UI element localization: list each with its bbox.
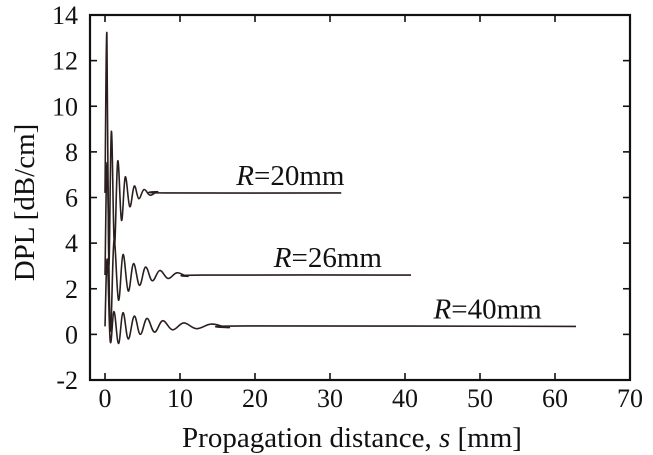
- x-tick-label: 50: [467, 384, 493, 413]
- y-tick-label: 12: [52, 47, 78, 76]
- x-tick-label: 0: [99, 384, 112, 413]
- y-tick-label: -2: [56, 366, 78, 395]
- y-axis-title: DPL [dB/cm]: [9, 124, 41, 282]
- series-label-3: R=40mm: [433, 293, 543, 325]
- series-label-var: R: [235, 160, 254, 192]
- series-lines: [104, 32, 577, 345]
- series-label-var: R: [273, 242, 292, 274]
- y-tick-label: 14: [52, 1, 78, 30]
- y-tick-label: 4: [65, 229, 78, 258]
- series-line-3: [104, 258, 577, 345]
- series-label-text: =40mm: [451, 293, 542, 325]
- x-axis-title-text: Propagation distance,: [182, 422, 432, 454]
- x-axis-title: Propagation distance, s [mm]: [182, 422, 522, 454]
- series-label-2: R=26mm: [273, 242, 383, 274]
- x-tick-label: 40: [392, 384, 418, 413]
- y-tick-label: 2: [65, 275, 78, 304]
- series-label-var: R: [433, 293, 452, 325]
- series-label-1: R=20mm: [235, 160, 345, 192]
- axis-ticks: [90, 14, 631, 381]
- x-tick-label: 20: [242, 384, 268, 413]
- tick-labels: 0 10 20 30 40 50 60 70 -2 0 2 4 6 8 10 12 14: [52, 1, 643, 413]
- x-tick-label: 70: [617, 384, 643, 413]
- x-axis-title-unit: [mm]: [458, 422, 522, 454]
- y-tick-label: 10: [52, 92, 78, 121]
- x-tick-label: 30: [317, 384, 343, 413]
- series-label-text: =20mm: [254, 160, 345, 192]
- x-tick-label: 60: [542, 384, 568, 413]
- y-tick-label: 8: [65, 138, 78, 167]
- x-axis-title-var: s: [439, 422, 450, 454]
- series-line-1: [104, 32, 342, 266]
- series-label-text: =26mm: [291, 242, 382, 274]
- x-tick-label: 10: [167, 384, 193, 413]
- y-tick-label: 0: [65, 320, 78, 349]
- y-tick-label: 6: [65, 184, 78, 213]
